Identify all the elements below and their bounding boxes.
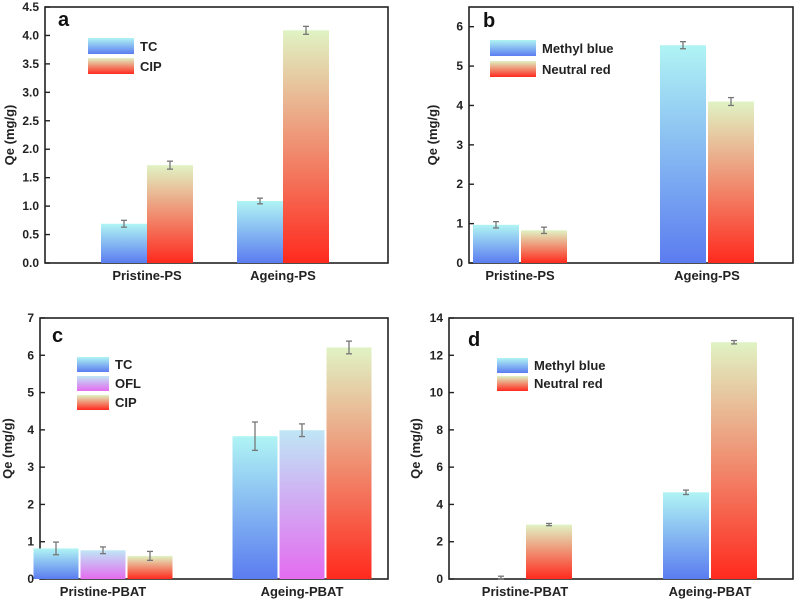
plot-frame (448, 317, 794, 580)
legend: Methyl blue Neutral red (497, 358, 606, 391)
x-category-label: Ageing-PS (674, 268, 740, 283)
bar-ofl (80, 550, 126, 579)
y-tick-label: 7 (27, 311, 34, 325)
bar-tc (237, 200, 283, 263)
bar-neutral-red (708, 101, 754, 264)
y-tick-label: 14 (430, 311, 444, 325)
panel-b: 0 1 2 3 4 5 6 Qe (mg/g) b Pristine-PS Ageing-PS Met… (425, 6, 794, 283)
y-tick-label: 5 (27, 386, 34, 400)
panel-a: 0.0 0.5 1.0 1.5 2.0 2.5 3.0 3.5 4.0 4.5 Qe (mg/g) a… (2, 0, 389, 283)
y-tick-label: 4 (27, 423, 34, 437)
legend-label: Neutral red (542, 62, 611, 77)
bar-neutral-red (521, 230, 567, 263)
y-tick-label: 0 (436, 572, 443, 586)
panel-c: 0 1 2 3 4 5 6 7 Qe (mg/g) c Pristine-PBAT Ageing-PB… (0, 311, 389, 599)
legend-label: TC (115, 357, 133, 372)
plot-frame (39, 317, 389, 580)
x-category-label: Pristine-PS (485, 268, 555, 283)
y-tick-label: 0.5 (22, 228, 39, 242)
y-tick-label: 3 (27, 460, 34, 474)
x-category-label: Pristine-PS (112, 268, 182, 283)
bar-tc (101, 223, 147, 263)
plot-frame (44, 6, 389, 264)
bar-cip (283, 30, 329, 263)
bar-methyl-blue (473, 224, 519, 263)
y-tick-label: 1.5 (22, 171, 39, 185)
y-tick-label: 6 (436, 460, 443, 474)
legend-swatch (88, 58, 134, 74)
y-tick-label: 3.5 (22, 57, 39, 71)
legend-label: Methyl blue (542, 41, 614, 56)
bar-neutral-red (526, 524, 572, 579)
y-tick-label: 0.0 (22, 256, 39, 270)
panel-label: d (468, 329, 480, 351)
legend-label: TC (140, 39, 158, 54)
y-tick-label: 5 (456, 59, 463, 73)
legend-swatch (490, 40, 536, 56)
y-tick-label: 1 (27, 535, 34, 549)
legend-swatch (77, 395, 109, 410)
y-tick-label: 2 (27, 497, 34, 511)
bar-methyl-blue (660, 45, 706, 263)
y-axis-label: Qe (mg/g) (2, 105, 17, 166)
legend: TC CIP (88, 38, 162, 74)
y-tick-label: 4.5 (22, 0, 39, 14)
legend-swatch (88, 38, 134, 54)
x-category-label: Ageing-PBAT (261, 584, 344, 599)
y-tick-label: 12 (430, 348, 444, 362)
y-tick-label: 1.0 (22, 199, 39, 213)
y-tick-label: 8 (436, 423, 443, 437)
x-category-label: Pristine-PBAT (60, 584, 146, 599)
panel-label: c (52, 325, 63, 347)
bar-ofl (279, 430, 325, 579)
y-tick-label: 6 (456, 20, 463, 34)
y-tick-label: 1 (456, 217, 463, 231)
y-tick-label: 3.0 (22, 85, 39, 99)
y-tick-label: 2.5 (22, 114, 39, 128)
panel-label: b (483, 10, 495, 32)
legend-label: CIP (115, 395, 137, 410)
x-category-label: Ageing-PBAT (669, 584, 752, 599)
legend-label: Methyl blue (534, 358, 606, 373)
y-tick-label: 3 (456, 138, 463, 152)
y-tick-label: 0 (456, 256, 463, 270)
legend-label: CIP (140, 59, 162, 74)
bar-cip (127, 555, 173, 579)
y-axis-label: Qe (mg/g) (425, 105, 440, 166)
y-axis-label: Qe (mg/g) (408, 418, 423, 479)
legend-swatch (490, 61, 536, 77)
legend: Methyl blue Neutral red (490, 40, 614, 77)
legend: TC OFL CIP (77, 357, 141, 410)
bar-cip (326, 347, 372, 579)
bar-tc (232, 436, 278, 579)
bar-methyl-blue (663, 492, 709, 579)
y-tick-label: 4.0 (22, 28, 39, 42)
y-tick-label: 0 (27, 572, 34, 586)
legend-label: OFL (115, 376, 141, 391)
legend-swatch (77, 357, 109, 372)
x-category-label: Ageing-PS (250, 268, 316, 283)
plot-frame (468, 6, 794, 264)
panel-d: 0 2 4 6 8 10 12 14 Qe (mg/g) d Pristine-PBAT Ageing… (408, 311, 794, 599)
bar-neutral-red (711, 342, 757, 579)
legend-label: Neutral red (534, 376, 603, 391)
y-tick-label: 2 (436, 535, 443, 549)
panel-label: a (58, 9, 70, 31)
y-tick-label: 2.0 (22, 142, 39, 156)
y-tick-label: 6 (27, 348, 34, 362)
y-tick-label: 2 (456, 177, 463, 191)
y-tick-label: 10 (430, 386, 444, 400)
y-tick-label: 4 (436, 497, 443, 511)
bar-cip (147, 165, 193, 263)
legend-swatch (497, 358, 528, 373)
y-axis-label: Qe (mg/g) (0, 418, 15, 479)
x-category-label: Pristine-PBAT (482, 584, 568, 599)
legend-swatch (497, 376, 528, 391)
legend-swatch (77, 376, 109, 391)
y-tick-label: 4 (456, 98, 463, 112)
